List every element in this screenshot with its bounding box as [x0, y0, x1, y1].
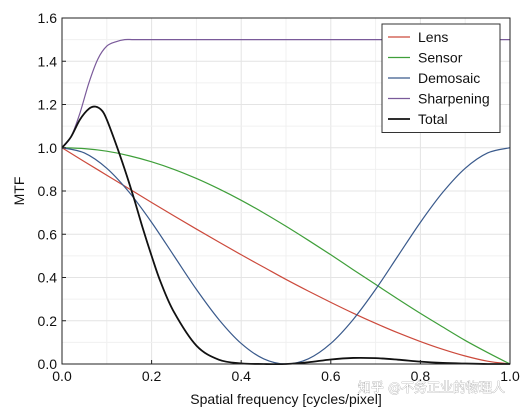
series-line-lens — [61, 147, 511, 365]
y-tick-label: 0.6 — [38, 226, 58, 242]
x-tick-label: 0.0 — [52, 368, 72, 384]
legend-label: Total — [418, 111, 448, 127]
y-tick-label: 0.8 — [38, 183, 58, 199]
y-tick-label: 1.2 — [38, 97, 58, 113]
legend: Lens Sensor Demosaic Sharpening Total — [381, 23, 501, 133]
x-tick-label: 0.6 — [321, 368, 341, 384]
y-tick-label: 1.6 — [38, 10, 58, 26]
x-axis-label: Spatial frequency [cycles/pixel] — [190, 391, 381, 407]
legend-label: Lens — [418, 29, 448, 45]
axis-ticks: 0.0 0.2 0.4 0.6 0.8 1.0 0.0 0.2 0.4 0.6 0.8 1.0 1.2 1… — [38, 10, 520, 384]
legend-label: Sensor — [418, 50, 463, 66]
legend-label: Sharpening — [418, 91, 490, 107]
series-line-total — [61, 105, 511, 366]
y-axis-label: MTF — [11, 177, 27, 206]
series-line-sharpening — [61, 38, 510, 149]
watermark-text: 知乎 @不务正业的物理人 — [358, 380, 505, 396]
x-tick-label: 0.2 — [142, 368, 162, 384]
x-tick-label: 0.8 — [411, 368, 431, 384]
y-tick-label: 0.4 — [38, 270, 58, 286]
y-tick-label: 0.2 — [38, 313, 58, 329]
legend-label: Demosaic — [418, 70, 480, 86]
series-line-sensor — [61, 147, 511, 365]
x-tick-label: 1.0 — [500, 368, 520, 384]
y-tick-label: 1.0 — [38, 140, 58, 156]
y-tick-label: 1.4 — [38, 53, 58, 69]
x-tick-label: 0.4 — [231, 368, 251, 384]
y-tick-label: 0.0 — [38, 356, 58, 372]
